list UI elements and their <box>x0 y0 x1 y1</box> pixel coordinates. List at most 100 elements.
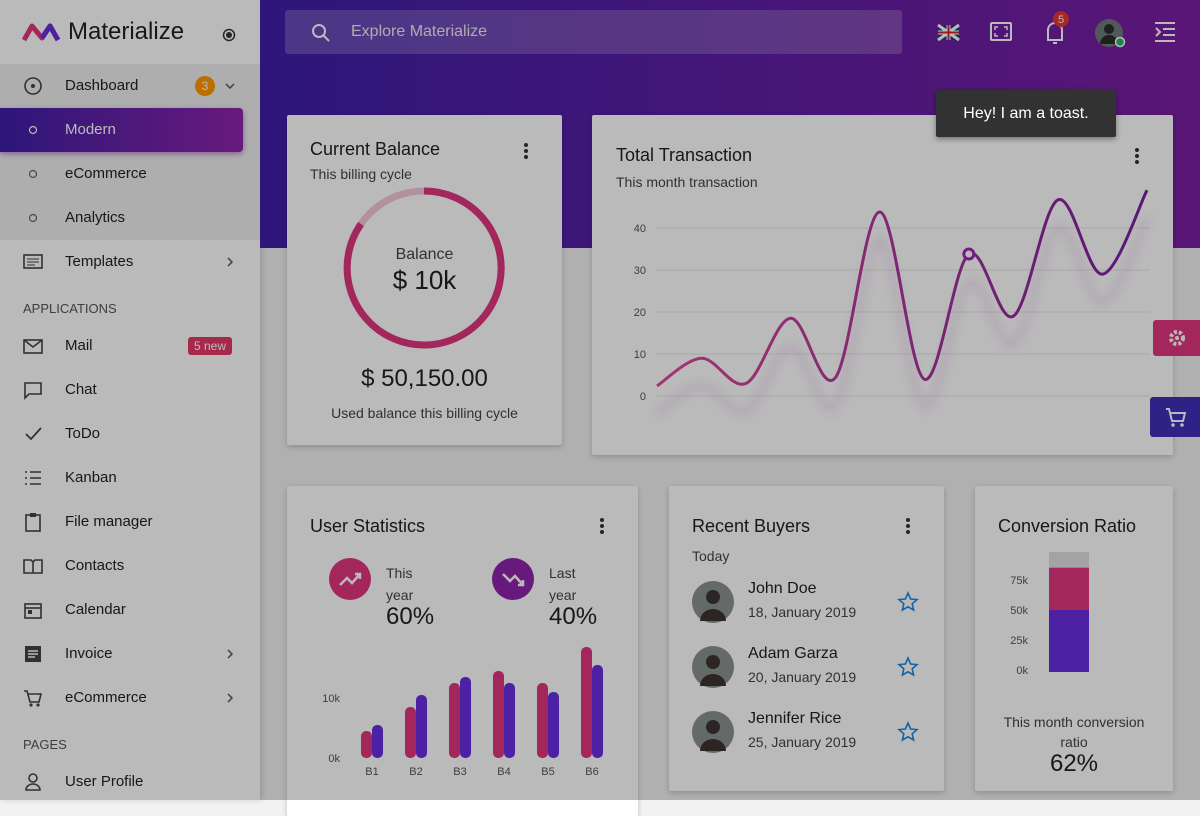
gear-icon <box>1169 330 1185 346</box>
card-menu[interactable] <box>1127 147 1147 167</box>
chevron <box>227 257 234 267</box>
menu-item[interactable]: Invoice <box>0 632 260 676</box>
card-menu[interactable] <box>898 517 918 537</box>
menu-label: eCommerce <box>65 689 147 706</box>
menu-badge: 3 <box>195 76 215 96</box>
chevron <box>227 693 234 703</box>
menu-item[interactable]: Mail 5 new <box>0 324 260 368</box>
card-title: User Statistics <box>310 516 426 536</box>
menu-label: Contacts <box>65 557 125 574</box>
line-series <box>656 189 1149 388</box>
menu-item[interactable]: Contacts <box>0 544 260 588</box>
ring-value: $ 10k <box>392 265 457 295</box>
conversion-card: Conversion Ratio This month conversion r… <box>975 486 1173 791</box>
notification-icon[interactable] <box>1047 11 1069 44</box>
buyer-date: 18, January 2019 <box>748 604 857 620</box>
settings-button[interactable] <box>1153 320 1200 356</box>
conversion-caption: This month conversion ratio <box>1003 714 1145 750</box>
logo <box>22 23 61 42</box>
bar <box>504 683 515 758</box>
menu-label: Modern <box>65 121 116 138</box>
search-placeholder: Explore Materialize <box>351 23 488 40</box>
menu-item[interactable]: Calendar <box>0 588 260 632</box>
balance-caption: Used balance this billing cycle <box>331 405 518 421</box>
y-tick-label: 10 <box>634 349 646 361</box>
bar <box>361 731 372 758</box>
bar <box>493 671 504 758</box>
card-menu[interactable] <box>592 517 612 537</box>
balance-amount: $ 50,150.00 <box>361 365 488 392</box>
user-avatar[interactable] <box>1095 19 1126 48</box>
menu-label: Templates <box>65 253 134 270</box>
y-tick-label: 10k <box>322 693 340 705</box>
y-tick-label: 30 <box>634 265 646 277</box>
menu-icon <box>28 169 38 179</box>
y-tick-label: 50k <box>1010 605 1028 617</box>
bar-segment <box>1049 552 1089 568</box>
card-subtitle: This billing cycle <box>310 166 412 182</box>
bar <box>537 683 548 758</box>
menu-item[interactable]: Chat <box>0 368 260 412</box>
menu-label: Chat <box>65 381 97 398</box>
fullscreen-icon[interactable] <box>990 22 1012 41</box>
menu-item[interactable]: ToDo <box>0 412 260 456</box>
stat-value: 60% <box>386 603 435 630</box>
buyer-date: 20, January 2019 <box>748 669 857 685</box>
menu-icon <box>25 513 41 532</box>
menu-item[interactable]: eCommerce <box>0 676 260 720</box>
menu-item[interactable]: Templates <box>0 240 260 284</box>
menu-item[interactable]: User Profile <box>0 760 260 804</box>
pin-toggle[interactable] <box>222 28 236 42</box>
y-tick-label: 40 <box>634 223 646 235</box>
menu-label: Dashboard <box>65 77 139 94</box>
favorite-star[interactable] <box>897 721 919 743</box>
card-menu[interactable] <box>516 142 536 162</box>
menu-item[interactable]: eCommerce <box>0 152 260 196</box>
menu-badge: 5 new <box>188 337 233 355</box>
card-subtitle: This month transaction <box>616 174 758 190</box>
menu-toggle[interactable] <box>1155 22 1175 42</box>
menu-item[interactable]: Dashboard 3 <box>0 64 260 108</box>
menu-icon <box>24 77 42 95</box>
trend-up-icon <box>329 558 371 600</box>
x-tick-label: B5 <box>541 766 554 778</box>
search-box[interactable]: Explore Materialize <box>285 10 902 54</box>
highlight-point <box>962 247 976 261</box>
search-icon <box>312 24 330 42</box>
x-tick-label: B3 <box>453 766 466 778</box>
x-tick-label: B4 <box>497 766 510 778</box>
language-flag[interactable] <box>937 23 960 42</box>
conversion-value: 62% <box>1049 750 1099 777</box>
menu-item[interactable]: Modern <box>0 108 243 152</box>
bar <box>416 695 427 758</box>
chevron <box>227 649 234 659</box>
menu-item[interactable]: Analytics <box>0 196 260 240</box>
x-tick-label: B2 <box>409 766 422 778</box>
y-tick-label: 0k <box>1016 665 1028 677</box>
bar <box>372 725 383 758</box>
buyer-name: Adam Garza <box>748 645 838 662</box>
toast: Hey! I am a toast. <box>936 90 1116 137</box>
menu-section: APPLICATIONS <box>23 301 117 316</box>
trend-down-icon <box>492 558 534 600</box>
menu-icon <box>25 773 41 791</box>
buyer-avatar <box>692 581 734 623</box>
submenu-bg <box>0 64 260 240</box>
navbar-icons: 5 <box>937 11 1175 48</box>
menu-item[interactable]: Kanban <box>0 456 260 500</box>
sidebar: Materialize Dashboard 3 Modern eCommerce Ana… <box>0 0 260 800</box>
stats-card: User Statistics This year 60% Last year … <box>287 486 638 816</box>
cart-button[interactable] <box>1150 397 1200 437</box>
menu-icon <box>23 339 43 354</box>
bar <box>548 692 559 758</box>
favorite-star[interactable] <box>897 656 919 678</box>
menu-item[interactable]: File manager <box>0 500 260 544</box>
y-tick-label: 20 <box>634 307 646 319</box>
favorite-star[interactable] <box>897 591 919 613</box>
stat-label: Last year <box>549 565 577 603</box>
balance-ring <box>343 187 505 349</box>
stat-value: 40% <box>549 603 598 630</box>
menu-label: Mail <box>65 337 93 354</box>
brand: Materialize <box>68 18 185 45</box>
